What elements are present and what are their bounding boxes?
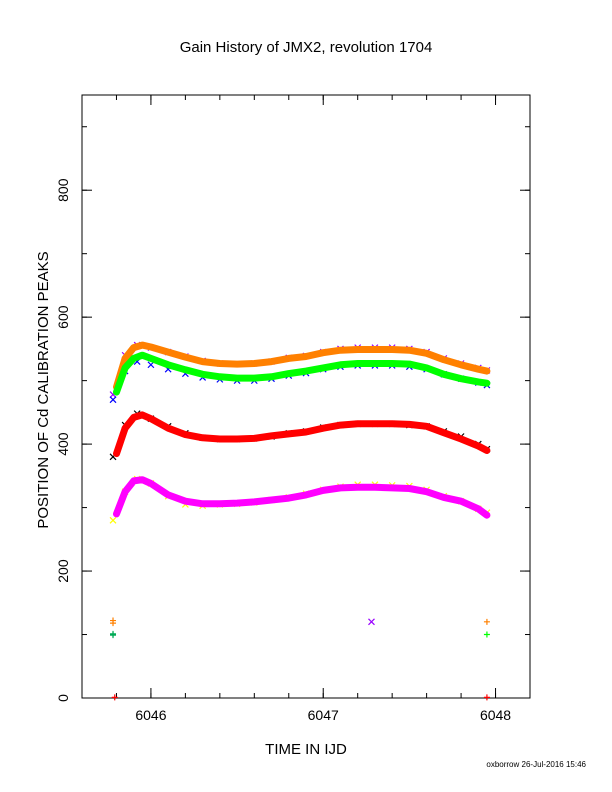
y-tick-label: 400	[55, 432, 71, 456]
data-point	[483, 694, 490, 701]
plot-frame	[81, 94, 531, 699]
data-point	[368, 618, 375, 626]
data-point	[109, 396, 117, 404]
data-point	[110, 632, 117, 639]
series	[109, 475, 491, 524]
y-tick-label: 200	[55, 559, 71, 583]
series	[113, 411, 491, 458]
series-line	[113, 476, 491, 519]
data-point	[483, 618, 490, 625]
y-tick-label: 800	[55, 178, 71, 202]
series	[113, 351, 491, 396]
series	[113, 341, 491, 391]
series	[113, 476, 491, 519]
x-tick-label: 6048	[480, 707, 511, 723]
axis-ticks	[81, 95, 531, 699]
data-marks	[109, 341, 491, 701]
chart-title: Gain History of JMX2, revolution 1704	[180, 39, 433, 56]
data-point	[109, 516, 117, 524]
x-tick-label: 6046	[135, 707, 166, 723]
x-axis-label: TIME IN IJD	[265, 741, 347, 758]
y-tick-label: 600	[55, 305, 71, 329]
data-point	[110, 620, 117, 627]
data-point	[483, 631, 490, 638]
y-axis-label: POSITION OF Cd CALIBRATION PEAKS	[35, 251, 52, 528]
series-line	[113, 341, 491, 391]
series	[110, 630, 117, 639]
series	[110, 617, 490, 627]
footer-credit: oxborrow 26-Jul-2016 15:46	[486, 760, 586, 769]
axis-tick-labels: 6046 6047 6048 0 200 400 600 800	[55, 178, 511, 723]
y-tick-label: 0	[55, 694, 71, 702]
x-tick-label: 6047	[308, 707, 339, 723]
series	[111, 694, 490, 701]
series	[368, 618, 375, 626]
series-line	[113, 411, 491, 458]
data-point	[111, 694, 118, 701]
series-line	[113, 351, 491, 396]
series	[483, 631, 490, 638]
